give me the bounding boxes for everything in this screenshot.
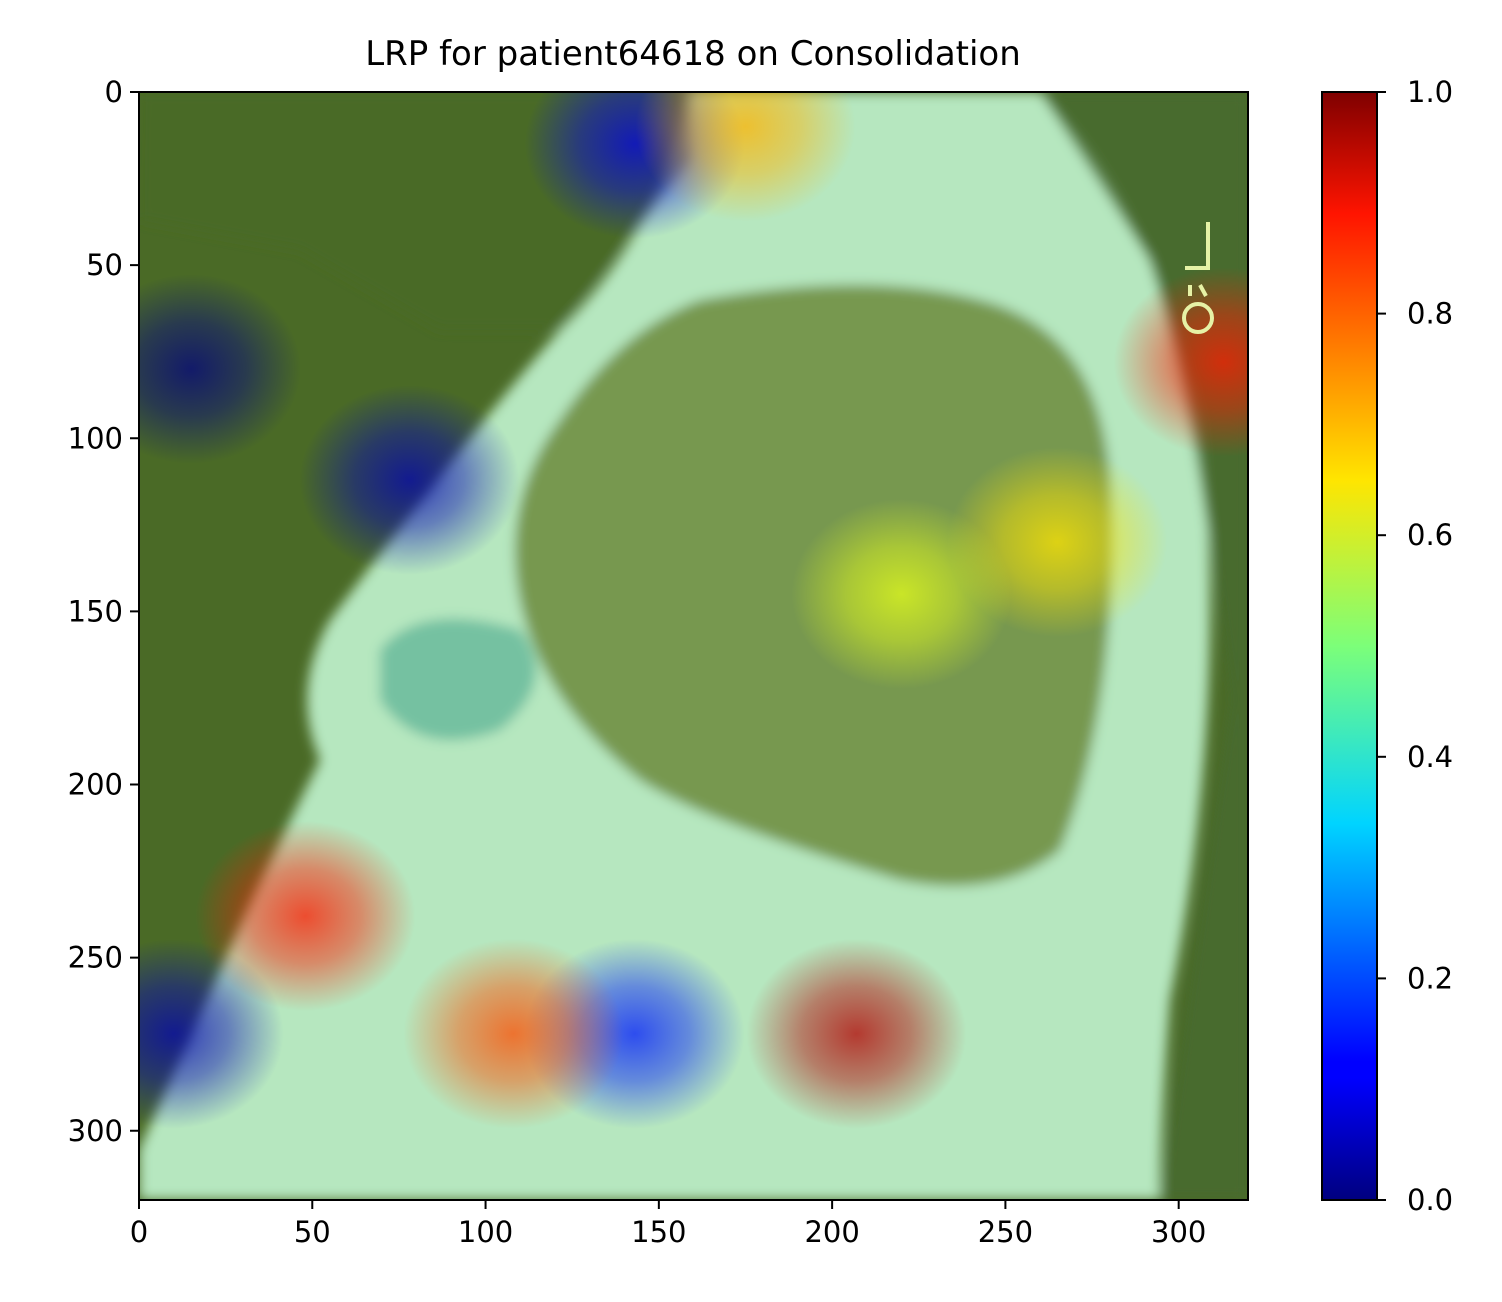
x-tick-label: 300	[1151, 1215, 1206, 1249]
xray-marker	[1182, 222, 1214, 334]
x-tick-label: 50	[294, 1215, 331, 1249]
hotspot	[791, 499, 1012, 690]
colorbar-ticks: 0.0 0.2 0.4 0.6 0.8 1.0	[1377, 75, 1453, 1217]
x-tick-label: 100	[458, 1215, 513, 1249]
y-tick-label: 0	[105, 75, 123, 109]
y-axis: 0 50 100 150 200 250 300	[68, 75, 139, 1148]
plot-frame	[138, 91, 1249, 1201]
y-tick-label: 250	[68, 941, 123, 975]
colorbar-tick-label: 0.6	[1407, 518, 1453, 552]
colorbar-tick-label: 0.0	[1407, 1183, 1453, 1217]
y-tick-label: 50	[86, 248, 123, 282]
chart-title: LRP for patient64618 on Consolidation	[365, 34, 1021, 74]
hotspot	[299, 384, 520, 575]
x-axis: 0 50 100 150 200 250 300	[130, 1200, 1206, 1249]
y-tick-label: 300	[68, 1114, 123, 1148]
y-tick-label: 100	[68, 421, 123, 455]
hotspot	[139, 274, 301, 464]
colorbar	[1321, 91, 1378, 1201]
x-tick-label: 250	[978, 1215, 1033, 1249]
colorbar-tick-label: 1.0	[1407, 75, 1453, 109]
y-tick-label: 150	[68, 594, 123, 628]
hotspot	[746, 938, 967, 1129]
x-tick-label: 150	[631, 1215, 686, 1249]
hotspot	[403, 938, 624, 1129]
hotspot	[195, 821, 416, 1012]
x-tick-label: 0	[130, 1215, 148, 1249]
heatmap-area	[139, 92, 1248, 1200]
relevance-hotspots	[139, 92, 1248, 1129]
colorbar-tick-label: 0.8	[1407, 297, 1453, 331]
colorbar-tick-label: 0.2	[1407, 961, 1453, 995]
hotspot	[1113, 267, 1248, 458]
y-tick-label: 200	[68, 768, 123, 802]
x-tick-label: 200	[804, 1215, 859, 1249]
colorbar-tick-label: 0.4	[1407, 740, 1453, 774]
hotspot	[635, 92, 856, 222]
